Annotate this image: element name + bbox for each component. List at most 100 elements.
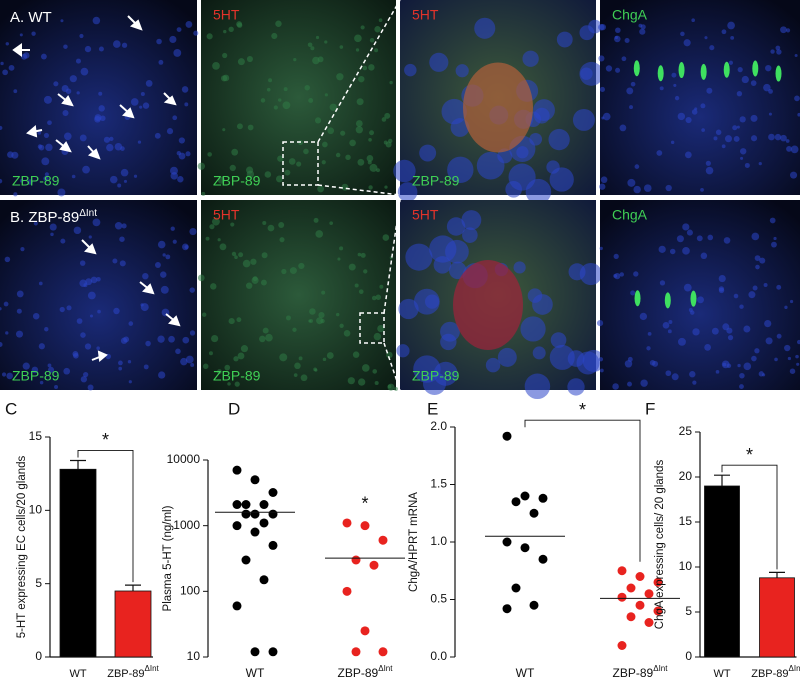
nucleus <box>354 283 359 288</box>
nucleus <box>711 327 719 335</box>
nucleus <box>676 235 684 243</box>
nucleus <box>765 64 772 72</box>
nucleus <box>79 260 86 266</box>
nucleus <box>142 102 150 109</box>
nucleus <box>355 120 363 127</box>
nucleus <box>715 129 722 136</box>
nucleus <box>739 372 745 379</box>
nucleus <box>737 363 741 368</box>
chga-cell <box>633 60 640 77</box>
nucleus <box>31 366 39 374</box>
nucleus <box>96 346 100 350</box>
annotations <box>12 0 401 391</box>
nucleus <box>304 84 310 91</box>
nucleus <box>639 28 646 35</box>
nucleus <box>349 139 356 147</box>
nucleus <box>337 257 341 261</box>
nucleus <box>43 132 50 138</box>
nucleus <box>633 271 639 277</box>
nucleus <box>739 148 747 155</box>
point <box>644 618 654 627</box>
y-tick-label: 25 <box>679 424 693 438</box>
nucleus <box>733 293 739 299</box>
panel-letter: F <box>645 399 655 418</box>
y-tick-label: 2.0 <box>430 419 447 433</box>
point <box>520 543 530 553</box>
superscript: ΔInt <box>789 664 800 673</box>
point <box>617 592 627 602</box>
nucleus <box>602 112 611 121</box>
nucleus <box>774 357 778 362</box>
nucleus <box>794 53 798 58</box>
nucleus <box>259 335 266 343</box>
nucleus <box>329 103 337 111</box>
y-tick-label: 10 <box>679 559 693 573</box>
nucleus <box>176 27 182 33</box>
point <box>232 521 242 531</box>
nucleus <box>94 115 101 123</box>
nucleus <box>44 172 49 177</box>
nucleus <box>79 33 84 39</box>
nucleus <box>166 128 174 135</box>
nucleus <box>656 150 663 156</box>
nucleus <box>619 124 627 132</box>
nucleus <box>117 183 122 188</box>
nucleus <box>130 98 139 106</box>
nucleus <box>98 46 104 52</box>
nucleus <box>112 40 121 48</box>
nucleus <box>357 252 362 257</box>
nucleus <box>197 274 205 282</box>
nucleus <box>796 362 800 366</box>
nucleus <box>37 131 42 135</box>
nucleus <box>726 327 733 334</box>
nucleus <box>197 162 205 170</box>
nucleus <box>613 273 618 278</box>
nucleus <box>682 247 690 255</box>
superscript: ΔInt <box>145 664 160 673</box>
nucleus <box>327 127 335 135</box>
chga-cell <box>752 60 759 77</box>
nucleus <box>773 236 777 241</box>
nucleus <box>127 360 132 364</box>
nucleus <box>758 161 762 166</box>
marker-label: ZBP-89 <box>412 173 460 189</box>
y-tick-label: 15 <box>29 429 43 443</box>
nucleus <box>160 271 167 278</box>
nucleus <box>748 291 756 299</box>
nucleus <box>356 98 364 106</box>
nucleus <box>680 31 685 37</box>
stain-label: 5HT <box>213 7 240 23</box>
nucleus <box>80 67 89 76</box>
nucleus <box>317 56 324 63</box>
nucleus <box>184 102 189 107</box>
nucleus <box>796 339 800 345</box>
nucleus <box>303 148 309 155</box>
nucleus <box>145 80 153 87</box>
nucleus <box>674 95 680 101</box>
nucleus <box>260 98 266 103</box>
nucleus <box>145 340 151 347</box>
bar <box>59 468 97 658</box>
nucleus <box>704 344 712 351</box>
nucleus <box>238 252 244 258</box>
point <box>529 508 539 518</box>
nucleus <box>621 56 627 62</box>
nucleus <box>579 262 602 286</box>
nucleus <box>441 98 467 125</box>
nucleus <box>169 166 178 175</box>
nucleus <box>665 370 672 377</box>
point <box>351 647 361 657</box>
nucleus <box>158 371 166 379</box>
superscript: ΔInt <box>79 208 97 219</box>
nucleus <box>314 117 322 124</box>
nucleus <box>624 360 633 368</box>
nucleus <box>524 373 551 400</box>
nucleus <box>647 331 652 336</box>
nucleus <box>665 184 672 192</box>
nucleus <box>397 182 418 202</box>
nucleus <box>236 21 243 28</box>
point <box>520 491 530 501</box>
nucleus <box>219 243 227 251</box>
nucleus <box>790 145 799 154</box>
nucleus <box>284 169 291 176</box>
